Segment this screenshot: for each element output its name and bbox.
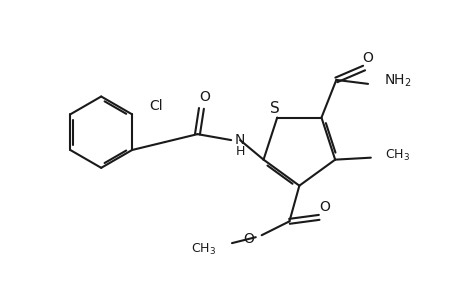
Text: Cl: Cl (149, 99, 162, 113)
Text: O: O (319, 200, 330, 214)
Text: CH$_3$: CH$_3$ (190, 242, 216, 256)
Text: S: S (270, 100, 280, 116)
Text: H: H (235, 146, 244, 158)
Text: O: O (199, 91, 209, 104)
Text: O: O (362, 51, 373, 65)
Text: NH$_2$: NH$_2$ (383, 73, 411, 89)
Text: N: N (235, 133, 245, 147)
Text: CH$_3$: CH$_3$ (384, 148, 409, 163)
Text: O: O (242, 232, 253, 246)
